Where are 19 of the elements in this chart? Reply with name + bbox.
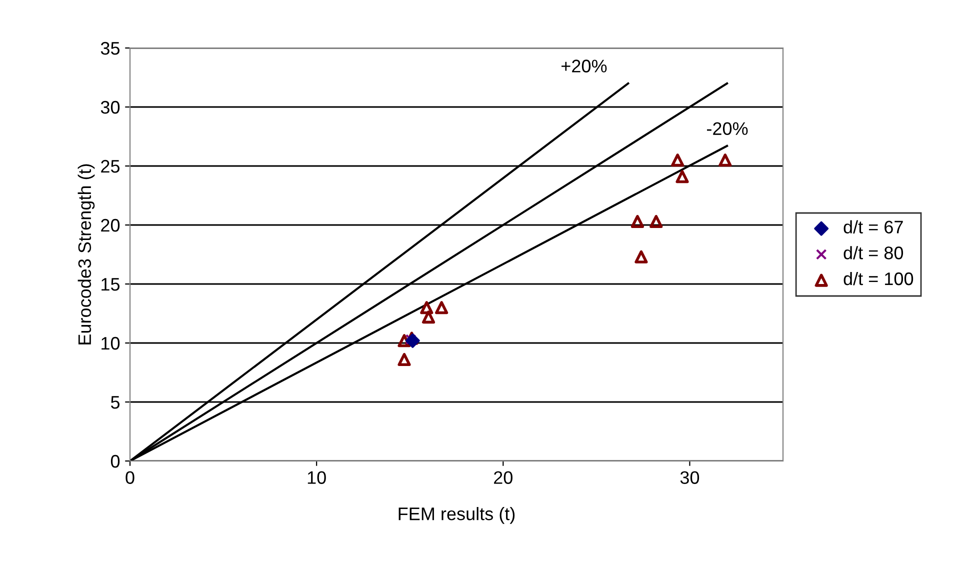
legend-label: d/t = 100 [844,272,914,286]
y-tick-label: 0 [110,454,120,468]
x-tick-label: 10 [308,471,326,484]
legend-label: d/t = 67 [844,220,903,234]
y-tick-label: 5 [110,396,120,409]
y-tick-label: 10 [102,336,120,350]
legend-label: d/t = 80 [844,246,904,260]
annotation: -20% [706,122,748,136]
y-tick-label: 30 [100,100,120,114]
x-tick-label: 30 [680,471,700,484]
x-tick-label: 0 [126,471,134,484]
y-tick-label: 35 [100,42,120,55]
y-axis-title: Eurocode3 Strength (t) [78,164,95,344]
x-tick-label: 20 [494,471,512,484]
annotation: +20% [562,60,607,72]
y-tick-label: 20 [101,218,120,232]
y-tick-label: 15 [102,278,120,291]
x-axis-title: FEM results (t) [398,507,515,524]
y-tick-label: 25 [101,160,120,173]
